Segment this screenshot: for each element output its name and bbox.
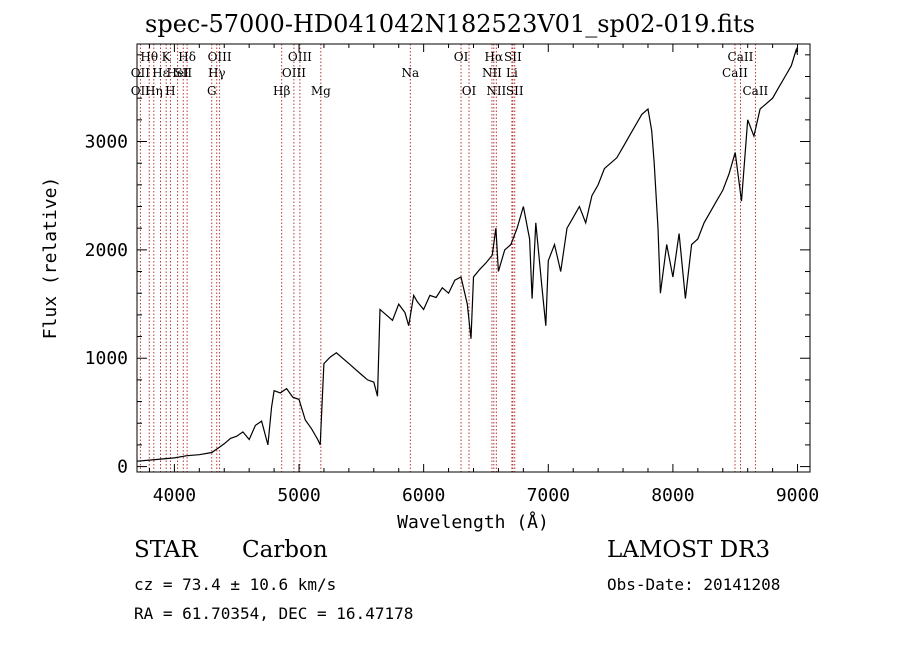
line-marker-label: Na	[401, 66, 419, 80]
y-tick-label: 3000	[85, 132, 128, 153]
ra-dec-coordinates: RA = 61.70354, DEC = 16.47178	[134, 604, 414, 623]
line-marker-label: OII	[131, 66, 151, 80]
spectrum-chart: HθOIIOIIHεHηKHHeISIIHδGHγOIIIHβOIIIOIIIM…	[40, 43, 819, 533]
x-tick-label: 8000	[651, 485, 694, 506]
line-marker-label: Hη	[145, 84, 163, 98]
x-axis-label: Wavelength (Å)	[397, 511, 549, 533]
y-tick-label: 0	[117, 457, 128, 478]
line-marker-label: Hα	[485, 50, 504, 64]
object-class: STAR	[134, 537, 198, 563]
x-axis-ticks: 4000 5000 6000 7000 8000 9000	[148, 44, 819, 506]
line-marker-label: Hγ	[208, 66, 226, 80]
observation-date: Obs-Date: 20141208	[607, 575, 781, 594]
line-marker-label: Mg	[311, 84, 331, 98]
line-marker-label: Hθ	[140, 50, 158, 64]
chart-title: spec-57000-HD041042N182523V01_sp02-019.f…	[145, 10, 755, 38]
x-tick-label: 4000	[153, 485, 196, 506]
survey-name: LAMOST DR3	[607, 537, 771, 563]
line-marker-label: K	[162, 50, 172, 64]
line-marker-labels: HθOIIOIIHεHηKHHeISIIHδGHγOIIIHβOIIIOIIIM…	[131, 50, 769, 98]
line-marker-label: NII	[486, 84, 506, 98]
line-marker-label: NII	[482, 66, 502, 80]
line-marker-label: HeI	[166, 66, 189, 80]
redshift-velocity: cz = 73.4 ± 10.6 km/s	[134, 575, 337, 594]
line-marker-label: SII	[504, 50, 522, 64]
line-marker-label: Hε	[152, 66, 169, 80]
line-marker-label: OII	[131, 84, 151, 98]
line-marker-label: OIII	[282, 66, 306, 80]
line-marker-label: SII	[174, 66, 192, 80]
line-marker-label: OI	[462, 84, 477, 98]
line-markers	[139, 44, 756, 472]
y-tick-label: 1000	[85, 348, 128, 369]
x-tick-label: 5000	[277, 485, 320, 506]
line-marker-label: CaII	[728, 50, 754, 64]
y-axis-label: Flux (relative)	[40, 177, 61, 340]
line-marker-label: OIII	[208, 50, 232, 64]
plot-frame	[136, 43, 811, 473]
line-marker-label: SII	[506, 84, 524, 98]
line-marker-label: Li	[506, 66, 518, 80]
x-tick-label: 6000	[402, 485, 445, 506]
spectrum-series-line	[136, 47, 799, 462]
line-marker-label: G	[207, 84, 217, 98]
line-marker-label: H	[165, 84, 175, 98]
object-subclass: Carbon	[242, 537, 328, 563]
line-marker-label: Hδ	[178, 50, 196, 64]
line-marker-label: CaII	[742, 84, 768, 98]
line-marker-label: CaII	[722, 66, 748, 80]
y-tick-label: 2000	[85, 240, 128, 261]
y-axis-ticks: 0 1000 2000 3000	[85, 54, 810, 478]
line-marker-label: OI	[454, 50, 469, 64]
x-tick-label: 9000	[776, 485, 819, 506]
line-marker-label: Hβ	[273, 84, 290, 98]
line-marker-label: OIII	[288, 50, 312, 64]
x-tick-label: 7000	[527, 485, 570, 506]
